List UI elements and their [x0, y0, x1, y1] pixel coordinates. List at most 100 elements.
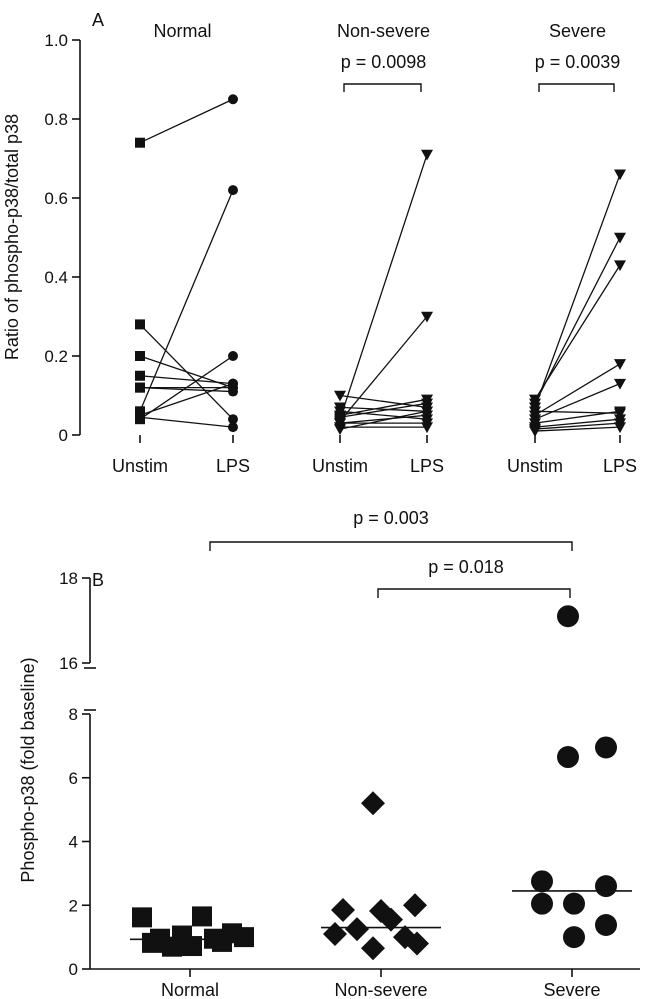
panel-b: B Phospho-p38 (fold baseline) 024681618 … [18, 508, 640, 999]
lps-point [421, 311, 433, 323]
pair-line [339, 398, 428, 416]
lps-point [614, 260, 626, 272]
unstim-point [529, 426, 541, 438]
data-point [531, 870, 553, 893]
data-point [595, 736, 617, 759]
panel-a-letter: A [92, 10, 104, 30]
panel-b-ylabel: Phospho-p38 (fold baseline) [18, 657, 38, 882]
series-normal: Normal [130, 906, 254, 999]
data-point [563, 926, 585, 949]
x-tick-label-lps: LPS [603, 456, 637, 476]
paired-sample [135, 185, 238, 417]
pair-line [534, 383, 621, 420]
pvalue-bracket [343, 83, 422, 92]
pair-line [339, 414, 428, 424]
lps-point [614, 359, 626, 370]
paired-sample [135, 382, 238, 397]
unstim-point [334, 424, 346, 436]
lps-point [228, 414, 238, 425]
lps-point [421, 422, 433, 434]
paired-sample [135, 412, 238, 433]
paired-sample [135, 94, 238, 148]
data-point [192, 906, 212, 927]
pair-line [339, 410, 428, 430]
panel-a-y-tick-label: 0.4 [44, 268, 68, 287]
unstim-point [135, 414, 145, 425]
series-non-severe: Non-severe [321, 791, 441, 999]
lps-point [614, 169, 626, 181]
data-point [234, 927, 254, 948]
panel-a-y-tick-label: 0 [59, 426, 68, 445]
data-point [361, 936, 385, 961]
x-tick-label-unstim: Unstim [507, 456, 563, 476]
panel-a-ylabel: Ratio of phospho-p38/total p38 [2, 114, 22, 360]
comparison-pvalue: p = 0.018 [428, 557, 504, 577]
x-tick-label-lps: LPS [216, 456, 250, 476]
unstim-point [135, 382, 145, 393]
paired-sample [529, 169, 626, 414]
paired-sample [135, 351, 238, 425]
pvalue-bracket [538, 83, 615, 92]
lps-point [228, 422, 238, 433]
panel-b-y-tick-label: 0 [69, 960, 78, 979]
lps-point [228, 351, 238, 361]
panel-b-y-tick-label: 8 [69, 705, 78, 724]
series-severe: Severe [512, 605, 632, 999]
data-point [361, 791, 385, 816]
data-point [379, 907, 403, 932]
pair-line [139, 189, 234, 412]
pair-line [139, 416, 234, 428]
panel-b-y-tick-label: 2 [69, 896, 78, 915]
x-tick-label-unstim: Unstim [312, 456, 368, 476]
unstim-point [135, 137, 145, 148]
lps-point [228, 94, 238, 105]
panel-b-y-tick-label: 4 [69, 833, 78, 852]
panel-a: A Ratio of phospho-p38/total p38 0 0.2 0.4… [2, 10, 637, 476]
unstim-point [135, 370, 145, 381]
lps-point [421, 398, 433, 410]
lps-point [421, 406, 433, 418]
pvalue-label: p = 0.0039 [535, 52, 621, 72]
pair-line [534, 174, 621, 408]
comparison-bracket [209, 541, 573, 551]
lps-point [228, 185, 238, 196]
paired-sample [529, 422, 626, 438]
panel-b-y-tick-label: 18 [59, 569, 78, 588]
comparison-bracket [377, 588, 571, 598]
group-label: Normal [153, 21, 211, 41]
lps-point [228, 386, 238, 397]
pair-line [534, 426, 621, 432]
x-tick-label-lps: LPS [410, 456, 444, 476]
pvalue-label: p = 0.0098 [341, 52, 427, 72]
lps-point [228, 378, 238, 389]
data-point [595, 875, 617, 898]
panel-b-letter: B [92, 570, 104, 590]
pair-line [534, 363, 621, 416]
panel-a-y-tick-label: 1.0 [44, 31, 68, 50]
pair-line [139, 386, 234, 393]
panel-a-y-tick-label: 0.6 [44, 189, 68, 208]
group-severe: Severe p = 0.0039 Unstim LPS [507, 21, 637, 476]
panel-a-y-tick-label: 0.8 [44, 110, 68, 129]
comparison: p = 0.018 [377, 557, 571, 598]
x-tick-label-unstim: Unstim [112, 456, 168, 476]
x-tick-label: Non-severe [334, 980, 427, 999]
pair-line [139, 375, 234, 385]
pair-line [139, 383, 234, 416]
unstim-point [334, 390, 346, 402]
paired-sample [334, 406, 433, 436]
comparison: p = 0.003 [209, 508, 573, 551]
unstim-point [135, 319, 145, 330]
data-point [557, 605, 579, 628]
panel-b-y-tick-label: 6 [69, 769, 78, 788]
pair-line [139, 98, 234, 144]
lps-point [421, 149, 433, 161]
data-point [323, 921, 347, 946]
data-point [331, 898, 355, 923]
pair-line [534, 237, 621, 404]
panel-a-y-tick-label: 0.2 [44, 347, 68, 366]
panel-b-y-tick-label: 16 [59, 654, 78, 673]
x-tick-label: Normal [161, 980, 219, 999]
data-point [531, 892, 553, 915]
